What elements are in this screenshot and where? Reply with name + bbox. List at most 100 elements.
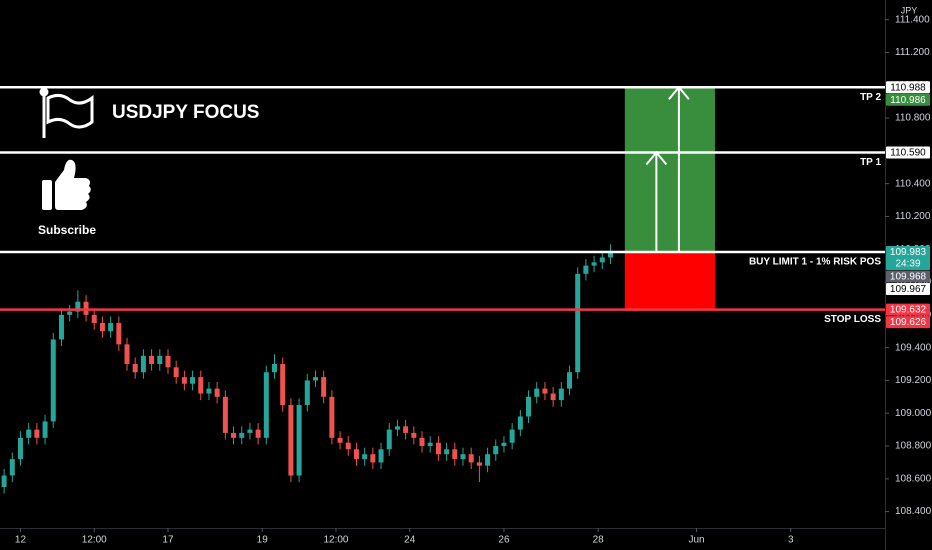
y-tick-label: 111.400 xyxy=(895,14,930,25)
candle-body xyxy=(173,367,179,378)
candle-body xyxy=(222,396,228,433)
candle-body xyxy=(509,429,515,443)
y-tick-label: 111.200 xyxy=(895,47,930,58)
candle-body xyxy=(108,323,114,332)
candle-body xyxy=(157,355,163,365)
candle-body xyxy=(435,442,441,455)
level-label: TP 1 xyxy=(860,157,881,168)
candle-body xyxy=(67,311,73,315)
candle-body xyxy=(124,344,130,365)
candle-body xyxy=(247,429,253,433)
candle-body xyxy=(493,446,499,455)
profit-zone xyxy=(624,87,715,253)
candle-body xyxy=(591,262,597,266)
candle-body xyxy=(91,314,97,324)
loss-zone xyxy=(624,252,715,310)
candle-body xyxy=(58,314,64,340)
currency-label: JPY xyxy=(901,5,918,15)
candle-body xyxy=(353,449,359,460)
x-tick-label: 12:00 xyxy=(323,535,348,546)
x-tick-label: 26 xyxy=(498,535,510,546)
candle-body xyxy=(272,364,278,373)
candle-body xyxy=(337,437,343,443)
y-tick-label: 109.400 xyxy=(895,342,932,353)
candle-body xyxy=(394,426,400,430)
level-label: BUY LIMIT 1 - 1% RISK POS xyxy=(749,257,881,268)
candle-body xyxy=(534,388,540,397)
candle-body xyxy=(42,421,48,438)
candle-body xyxy=(607,250,613,258)
candle-body xyxy=(444,449,450,455)
candle-body xyxy=(214,388,220,397)
x-tick-label: 19 xyxy=(257,535,269,546)
overlay-title: USDJPY FOCUS xyxy=(112,102,259,123)
price-tag-label: 110.986 xyxy=(890,95,926,106)
candle-body xyxy=(116,323,122,345)
candle-body xyxy=(132,364,138,373)
candle-body xyxy=(526,396,532,417)
candle-body xyxy=(165,355,171,368)
candle-body xyxy=(304,380,310,406)
countdown: 24:39 xyxy=(895,259,920,270)
candle-body xyxy=(517,416,523,430)
candle-body xyxy=(419,437,425,447)
thumbs-up-icon xyxy=(42,159,91,210)
price-tag-label: 110.590 xyxy=(890,148,926,159)
price-tag-label: 109.626 xyxy=(890,317,927,328)
y-tick-label: 108.800 xyxy=(895,441,932,452)
candle-body xyxy=(190,377,196,384)
candle-body xyxy=(280,364,286,406)
candle-body xyxy=(263,372,269,438)
candle-body xyxy=(468,454,474,463)
candle-body xyxy=(321,377,327,397)
x-tick-label: Jun xyxy=(688,535,704,546)
candle-body xyxy=(255,429,261,438)
x-tick-label: 3 xyxy=(788,535,794,546)
x-tick-label: 24 xyxy=(404,535,416,546)
candle-body xyxy=(231,432,237,438)
candle-body xyxy=(50,339,56,422)
y-tick-label: 109.200 xyxy=(895,375,932,386)
candle-body xyxy=(362,454,368,460)
flag-icon xyxy=(39,87,94,138)
candle-body xyxy=(34,429,40,438)
candle-body xyxy=(149,355,155,365)
y-tick-label: 110.200 xyxy=(895,211,931,222)
candle-body xyxy=(296,405,302,476)
candle-body xyxy=(583,265,589,274)
price-tag-label: 109.967 xyxy=(890,284,927,295)
candle-body xyxy=(26,429,32,438)
candle-body xyxy=(206,388,212,394)
candle-body xyxy=(17,437,23,460)
price-tag-label: 109.983 xyxy=(890,247,927,258)
candle-body xyxy=(83,301,89,315)
candle-body xyxy=(501,442,507,447)
candle-body xyxy=(575,273,581,373)
candle-body xyxy=(288,405,294,476)
candle-body xyxy=(198,377,204,394)
candle-body xyxy=(9,459,15,476)
candle-body xyxy=(345,442,351,450)
price-tag xyxy=(886,316,930,329)
candle-body xyxy=(386,429,392,450)
level-label: TP 2 xyxy=(860,92,881,103)
price-tag xyxy=(886,270,930,283)
candle-body xyxy=(75,301,81,312)
price-tag-label: 109.968 xyxy=(890,272,927,283)
candle-body xyxy=(476,462,482,466)
x-tick-label: 28 xyxy=(593,535,605,546)
y-tick-label: 108.600 xyxy=(895,473,932,484)
price-tag-label: 109.632 xyxy=(890,305,927,316)
price-tag xyxy=(886,303,930,316)
level-label: STOP LOSS xyxy=(824,314,881,325)
candle-body xyxy=(427,442,433,447)
candle-body xyxy=(370,454,376,463)
candle-body xyxy=(599,257,605,263)
price-tag xyxy=(886,93,930,106)
candle-body xyxy=(411,432,417,438)
y-tick-label: 108.400 xyxy=(895,506,932,517)
candle-body xyxy=(550,393,556,401)
candle-body xyxy=(140,355,146,373)
price-tag xyxy=(886,146,930,159)
